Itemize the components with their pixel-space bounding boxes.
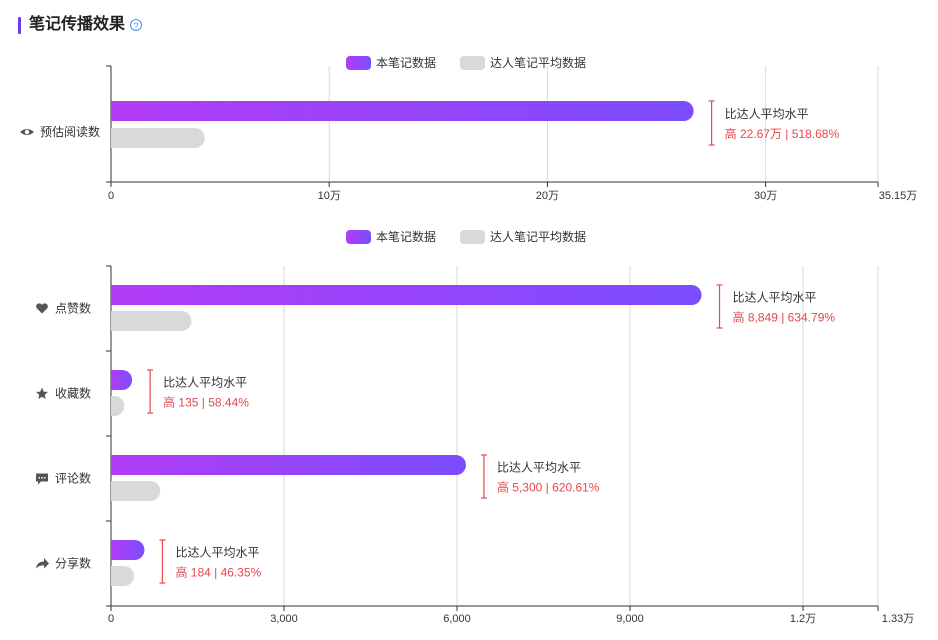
section-title: 笔记传播效果 xyxy=(29,16,126,33)
section-accent-bar xyxy=(18,17,21,34)
share-icon xyxy=(36,558,49,569)
category-label: 点赞数 xyxy=(55,301,91,316)
x-tick-label: 35.15万 xyxy=(879,190,918,202)
annotation-label: 比达人平均水平 xyxy=(733,291,817,305)
x-tick-label: 3,000 xyxy=(270,613,298,625)
bar-average xyxy=(111,566,134,586)
annotation-value: 高 184 | 46.35% xyxy=(175,565,261,580)
x-tick-label: 20万 xyxy=(536,190,559,202)
category-label: 收藏数 xyxy=(55,386,91,401)
legend-label-note: 本笔记数据 xyxy=(376,229,436,244)
bar-average xyxy=(111,311,192,331)
x-tick-label: 0 xyxy=(108,190,114,202)
comment-icon xyxy=(36,473,48,485)
legend-swatch-note xyxy=(346,56,371,70)
x-tick-label: 1.2万 xyxy=(790,613,816,625)
legend-swatch-note xyxy=(346,230,371,244)
x-tick-label: 0 xyxy=(108,613,114,625)
annotation-value: 高 22.67万 | 518.68% xyxy=(725,126,840,141)
legend-label-note: 本笔记数据 xyxy=(376,55,436,70)
bar-average xyxy=(111,396,125,416)
bar-note xyxy=(111,285,702,305)
eye-icon xyxy=(20,129,34,135)
star-icon xyxy=(36,387,48,399)
bar-note xyxy=(111,540,145,560)
annotation-label: 比达人平均水平 xyxy=(497,461,581,475)
x-tick-label: 10万 xyxy=(318,190,341,202)
heart-icon xyxy=(36,303,48,314)
legend-label-average: 达人笔记平均数据 xyxy=(490,55,586,70)
question-circle-icon[interactable]: ? xyxy=(130,19,142,31)
annotation-label: 比达人平均水平 xyxy=(163,376,247,390)
category-label: 评论数 xyxy=(55,471,91,486)
x-tick-label: 6,000 xyxy=(443,613,471,625)
legend-label-average: 达人笔记平均数据 xyxy=(490,229,586,244)
annotation-label: 比达人平均水平 xyxy=(175,546,259,560)
bar-note xyxy=(111,370,133,390)
bar-average xyxy=(111,128,205,148)
bar-average xyxy=(111,481,161,502)
annotation-value: 高 8,849 | 634.79% xyxy=(733,310,836,325)
legend-swatch-average xyxy=(460,56,485,70)
bar-note xyxy=(111,101,694,121)
x-tick-label: 9,000 xyxy=(616,613,644,625)
category-label: 分享数 xyxy=(55,556,91,571)
category-label: 预估阅读数 xyxy=(40,124,100,139)
annotation-value: 高 5,300 | 620.61% xyxy=(497,480,600,495)
legend-swatch-average xyxy=(460,230,485,244)
bar-note xyxy=(111,455,466,475)
annotation-value: 高 135 | 58.44% xyxy=(163,395,249,410)
annotation-label: 比达人平均水平 xyxy=(725,107,809,121)
x-tick-label: 1.33万 xyxy=(882,613,914,625)
x-tick-label: 30万 xyxy=(754,190,777,202)
